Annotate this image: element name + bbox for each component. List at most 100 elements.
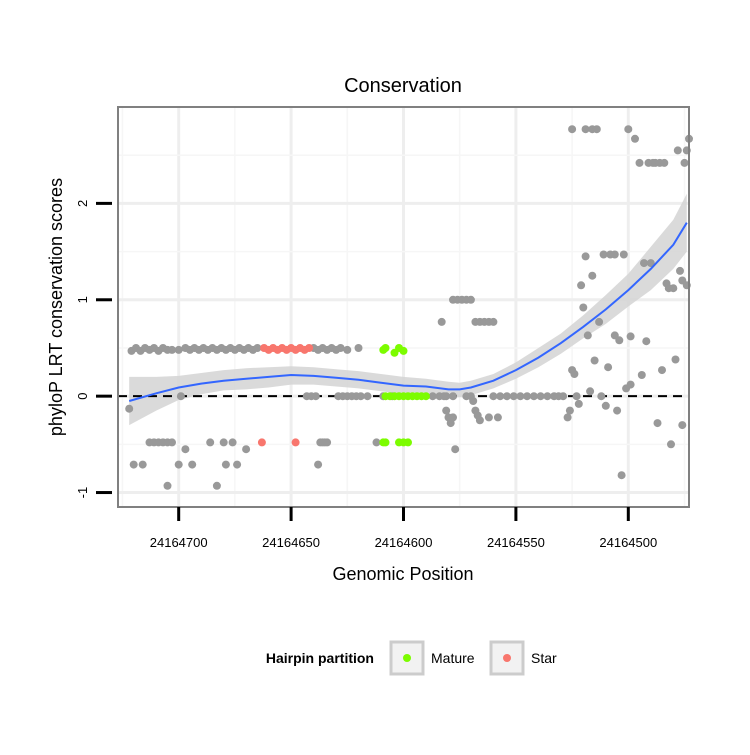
y-tick-label: 2 <box>75 200 90 207</box>
data-point-other <box>601 401 610 410</box>
x-axis-label: Genomic Position <box>332 564 473 584</box>
data-point-other <box>579 303 588 312</box>
data-point-other <box>610 250 619 259</box>
grid-lines <box>118 107 689 507</box>
data-point-other <box>583 331 592 340</box>
x-axis: 24164700 24164650 24164600 24164550 24164500 <box>150 507 657 550</box>
x-tick-label: 24164600 <box>375 535 433 550</box>
data-point-mature <box>404 438 412 447</box>
data-point-other <box>624 125 633 134</box>
data-point-other <box>676 266 684 275</box>
data-point-other <box>168 345 176 354</box>
data-point-other <box>489 317 498 326</box>
data-point-other <box>577 281 586 290</box>
data-point-other <box>363 392 372 401</box>
data-point-other <box>174 460 183 469</box>
data-point-other <box>242 445 251 454</box>
data-point-other <box>667 440 675 449</box>
data-point-other <box>174 345 183 354</box>
data-point-other <box>570 370 579 378</box>
legend-key-star <box>489 640 525 676</box>
legend-dot-mature <box>403 654 411 662</box>
data-point-other <box>509 392 518 401</box>
data-point-other <box>637 371 646 379</box>
x-tick-label: 24164550 <box>487 535 545 550</box>
data-point-star <box>305 344 314 352</box>
data-point-mature <box>381 438 390 447</box>
data-point-other <box>597 392 606 401</box>
data-point-other <box>356 392 365 401</box>
data-point-other <box>581 125 590 134</box>
data-point-other <box>442 406 451 415</box>
data-point-other <box>253 344 262 352</box>
data-point-other <box>323 438 332 447</box>
data-point-other <box>516 392 525 401</box>
data-point-other <box>660 158 669 167</box>
data-point-other <box>626 332 635 341</box>
confidence-band <box>129 193 687 426</box>
data-point-other <box>125 404 134 413</box>
data-point-other <box>138 460 147 469</box>
data-point-other <box>484 413 493 422</box>
data-point-other <box>671 355 680 364</box>
data-point-other <box>572 392 581 401</box>
data-point-other <box>536 392 545 401</box>
data-point-other <box>440 392 448 401</box>
chart-title: Conservation <box>344 75 462 97</box>
legend-title: Hairpin partition <box>266 650 374 666</box>
data-point-other <box>617 471 626 480</box>
y-tick-label: 1 <box>75 296 90 303</box>
data-point-other <box>626 380 635 389</box>
data-point-other <box>678 421 687 430</box>
data-point-other <box>559 392 568 401</box>
data-point-other <box>449 392 457 401</box>
data-point-other <box>604 363 613 372</box>
data-point-other <box>642 337 651 346</box>
data-point-other <box>586 387 595 396</box>
data-point-other <box>163 481 172 490</box>
data-point-other <box>181 445 190 454</box>
data-point-other <box>496 392 505 401</box>
data-point-other <box>129 460 138 469</box>
data-point-other <box>615 336 624 345</box>
data-point-other <box>475 416 484 425</box>
data-point-other <box>592 125 601 134</box>
series-mature <box>379 344 430 447</box>
data-point-other <box>228 438 237 447</box>
data-point-other <box>206 438 215 447</box>
data-point-other <box>336 344 345 352</box>
data-point-other <box>631 134 639 143</box>
data-point-other <box>493 413 502 422</box>
data-point-other <box>619 250 628 259</box>
data-point-other <box>466 295 475 304</box>
x-tick-label: 24164650 <box>262 535 320 550</box>
x-tick-label: 24164700 <box>150 535 208 550</box>
data-point-other <box>188 460 197 469</box>
series-star <box>257 344 314 447</box>
data-point-other <box>219 438 228 447</box>
data-point-other <box>565 406 574 415</box>
data-point-other <box>599 250 608 259</box>
data-point-other <box>595 317 604 326</box>
data-point-other <box>489 392 498 401</box>
legend-label-mature: Mature <box>431 650 475 666</box>
data-point-other <box>529 392 538 401</box>
data-point-other <box>437 317 446 326</box>
data-point-mature <box>399 346 408 355</box>
y-axis: -1 0 1 2 <box>75 200 112 499</box>
data-point-star <box>291 438 300 447</box>
data-point-other <box>523 392 532 401</box>
data-point-other <box>646 259 655 268</box>
data-point-other <box>221 460 230 469</box>
smooth-curve <box>128 222 688 402</box>
y-tick-label: -1 <box>75 487 90 499</box>
data-point-other <box>673 146 682 155</box>
data-point-other <box>233 460 242 469</box>
data-point-mature <box>422 392 430 401</box>
smooth-line <box>128 222 688 402</box>
data-point-other <box>613 406 622 415</box>
legend-label-star: Star <box>531 650 557 666</box>
data-point-other <box>451 445 460 454</box>
data-point-other <box>168 438 176 447</box>
